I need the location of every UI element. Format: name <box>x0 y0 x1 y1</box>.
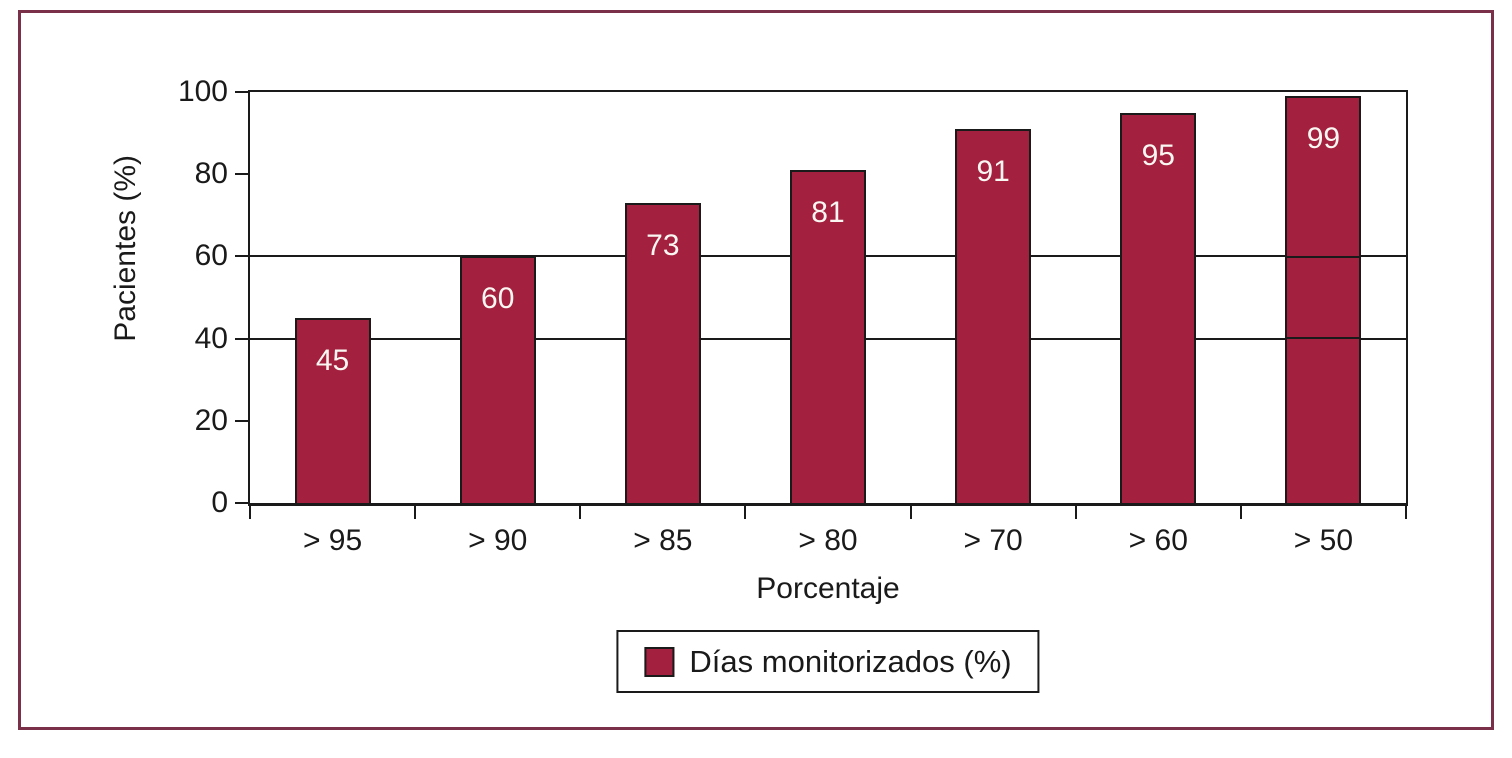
plot-area: Pacientes (%) 0 20 40 60 80 100 45 60 73 81 91 95 9… <box>109 77 1408 605</box>
y-tick-label: 20 <box>194 403 228 437</box>
bar-slot: 73 <box>580 92 745 503</box>
y-tick-label: 60 <box>194 239 228 273</box>
gridline-over-bar <box>1285 255 1362 258</box>
y-tick-mark <box>235 255 248 258</box>
bar-slot: 91 <box>911 92 1076 503</box>
x-category-label: > 70 <box>963 524 1023 557</box>
y-tick-label: 40 <box>194 321 228 355</box>
bar-slot: 81 <box>745 92 910 503</box>
x-tick-mark <box>1074 506 1077 519</box>
x-axis-title: Porcentaje <box>756 572 900 605</box>
y-tick-mark <box>235 91 248 93</box>
bars-container: 45 60 73 81 91 95 99 <box>250 92 1406 503</box>
x-category-label: > 95 <box>302 524 363 557</box>
bar-value-label: 95 <box>1141 138 1175 172</box>
bar-slot: 95 <box>1076 92 1241 503</box>
x-category-label: > 50 <box>1293 524 1354 557</box>
y-tick-mark <box>235 502 248 504</box>
x-category-label: > 90 <box>468 524 528 557</box>
bar-70: 91 <box>955 129 1032 503</box>
bar-value-label: 91 <box>976 155 1010 188</box>
bar-value-label: 73 <box>646 228 680 262</box>
x-tick-mark <box>1239 506 1242 519</box>
legend-swatch-icon <box>644 646 675 677</box>
y-tick-mark <box>235 337 248 340</box>
bar-90: 60 <box>459 256 536 503</box>
bar-slot: 45 <box>250 92 415 503</box>
legend-label: Días monitorizados (%) <box>689 644 1012 679</box>
y-axis-title: Pacientes (%) <box>109 155 142 342</box>
bar-slot: 99 <box>1241 92 1406 503</box>
x-category-label: > 80 <box>798 524 858 557</box>
bar-50: 99 <box>1285 96 1362 503</box>
y-tick-mark <box>235 173 248 176</box>
bar-60: 95 <box>1120 112 1197 503</box>
bar-value-label: 99 <box>1306 122 1341 156</box>
y-tick-label: 0 <box>211 486 228 519</box>
bar-80: 81 <box>789 170 866 503</box>
x-tick-mark <box>909 506 912 519</box>
x-tick-mark <box>744 506 747 519</box>
bar-85: 73 <box>624 202 701 503</box>
bar-value-label: 60 <box>481 282 515 316</box>
x-tick-mark <box>579 506 582 519</box>
bar-slot: 60 <box>415 92 580 503</box>
y-tick-label: 80 <box>194 157 228 191</box>
figure-frame: Pacientes (%) 0 20 40 60 80 100 45 60 73 81 91 95 9… <box>18 10 1494 730</box>
x-axis-labels: > 95 > 90 > 85 > 80 > 70 > 60 > 50 <box>250 525 1406 557</box>
chart-legend: Días monitorizados (%) <box>616 630 1040 693</box>
bar-95: 45 <box>294 318 371 503</box>
y-tick-mark <box>235 419 248 422</box>
gridline-over-bar <box>1285 337 1362 340</box>
y-tick-label: 100 <box>177 75 228 108</box>
bar-value-label: 81 <box>811 196 845 230</box>
x-tick-mark <box>1405 506 1407 519</box>
x-category-label: > 85 <box>633 524 693 557</box>
x-category-label: > 60 <box>1128 524 1188 557</box>
x-tick-mark <box>414 506 417 519</box>
bar-value-label: 45 <box>315 344 350 378</box>
x-tick-mark <box>249 506 251 519</box>
